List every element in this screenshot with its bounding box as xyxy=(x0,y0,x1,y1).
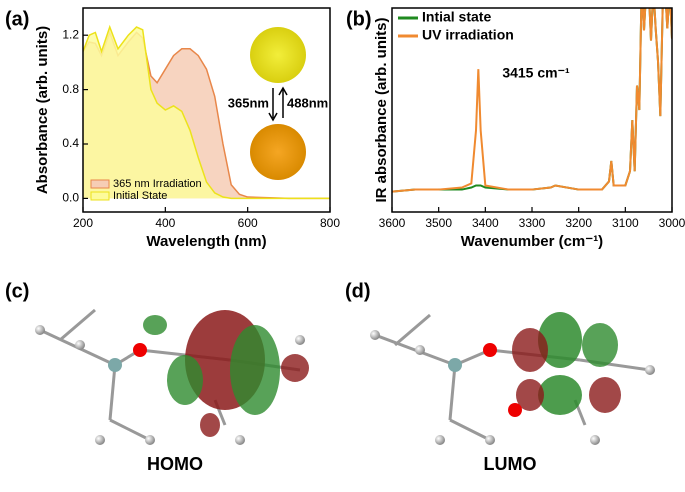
panel-label: (a) xyxy=(5,8,29,30)
arrow-head xyxy=(268,112,278,122)
axes-frame xyxy=(82,7,331,213)
panel-label: (c) xyxy=(5,280,29,302)
series-line xyxy=(83,24,330,200)
y-tick-label: 1.2 xyxy=(62,27,79,41)
legend-label: Initial State xyxy=(113,190,167,202)
y-tick-label: 0.8 xyxy=(62,82,79,96)
y-axis-label: Absorbance (arb. units) xyxy=(34,26,51,194)
series-line xyxy=(392,8,672,193)
legend-swatch xyxy=(90,179,110,189)
x-tick-label: 3100 xyxy=(612,216,639,230)
legend-label: Intial state xyxy=(422,9,491,25)
x-tick-label: 3200 xyxy=(565,216,592,230)
panel-label: (b) xyxy=(346,8,372,30)
orbital-caption: HOMO xyxy=(147,454,203,474)
x-tick-label: 3000 xyxy=(659,216,685,230)
annotation: 3415 cm⁻¹ xyxy=(502,65,570,81)
x-tick-label: 600 xyxy=(238,216,258,230)
molecule-lumo xyxy=(370,312,655,445)
sample-photo xyxy=(250,124,306,180)
x-tick-label: 3600 xyxy=(379,216,406,230)
sample-photo xyxy=(250,27,306,83)
y-tick-label: 0.0 xyxy=(62,191,79,205)
y-tick-label: 0.4 xyxy=(62,136,79,150)
annotation: 365nm xyxy=(228,95,269,110)
x-tick-label: 3400 xyxy=(472,216,499,230)
legend-label: UV irradiation xyxy=(422,27,514,43)
legend-label: 365 nm Irradiation xyxy=(113,178,202,190)
x-axis-label: Wavelength (nm) xyxy=(146,233,266,250)
x-tick-label: 800 xyxy=(320,216,340,230)
x-tick-label: 200 xyxy=(73,216,93,230)
arrow-head xyxy=(278,86,288,96)
panel-label: (d) xyxy=(345,280,371,302)
x-tick-label: 3500 xyxy=(425,216,452,230)
y-axis-label: IR absorbance (arb. units) xyxy=(373,17,390,202)
x-axis-label: Wavenumber (cm⁻¹) xyxy=(461,233,603,250)
molecule-homo xyxy=(35,308,309,445)
plot-area xyxy=(83,24,330,200)
annotation: 488nm xyxy=(287,95,328,110)
legend-swatch xyxy=(90,191,110,201)
x-tick-label: 400 xyxy=(155,216,175,230)
area-fill xyxy=(83,27,330,199)
orbital-caption: LUMO xyxy=(484,454,537,474)
x-tick-label: 3300 xyxy=(519,216,546,230)
plot-area xyxy=(392,8,672,193)
